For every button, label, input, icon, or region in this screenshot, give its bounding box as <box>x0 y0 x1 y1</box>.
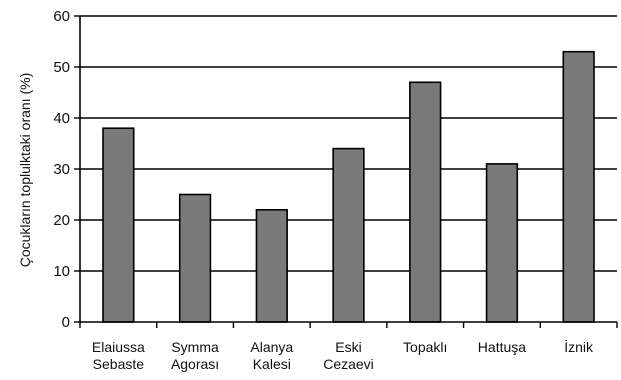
x-category-labels: Elaiussa Sebaste Symma Agorası Alanya Kalesi E… <box>92 338 594 372</box>
y-tick-label: 10 <box>53 263 70 280</box>
x-category-label: Eski Cezaevi <box>323 339 374 372</box>
x-category-label: Alanya Kalesi <box>250 339 293 372</box>
y-tick-label: 50 <box>53 59 70 76</box>
x-category-label: Topaklı <box>403 339 447 355</box>
y-tick-labels: 0 10 20 30 40 50 60 <box>53 8 70 331</box>
bar <box>255 209 288 323</box>
bar <box>332 147 365 323</box>
bar <box>485 163 519 323</box>
bars <box>102 50 595 323</box>
bar <box>178 193 212 323</box>
y-tick-label: 30 <box>53 161 70 178</box>
y-tick-label: 40 <box>53 110 70 127</box>
y-tick-label: 20 <box>53 212 70 229</box>
bar <box>102 127 135 323</box>
axes <box>74 15 618 328</box>
bar <box>562 50 595 323</box>
x-category-label: İznik <box>564 338 594 355</box>
bar <box>409 81 442 323</box>
x-category-label: Hattuşa <box>478 339 526 355</box>
y-tick-label: 60 <box>53 8 70 25</box>
x-category-label: Elaiussa Sebaste <box>92 339 145 372</box>
y-tick-label: 0 <box>62 314 70 331</box>
x-category-label: Symma Agorası <box>171 339 219 372</box>
y-axis-title: Çocukların toplulktaki oranı (%) <box>17 73 33 268</box>
